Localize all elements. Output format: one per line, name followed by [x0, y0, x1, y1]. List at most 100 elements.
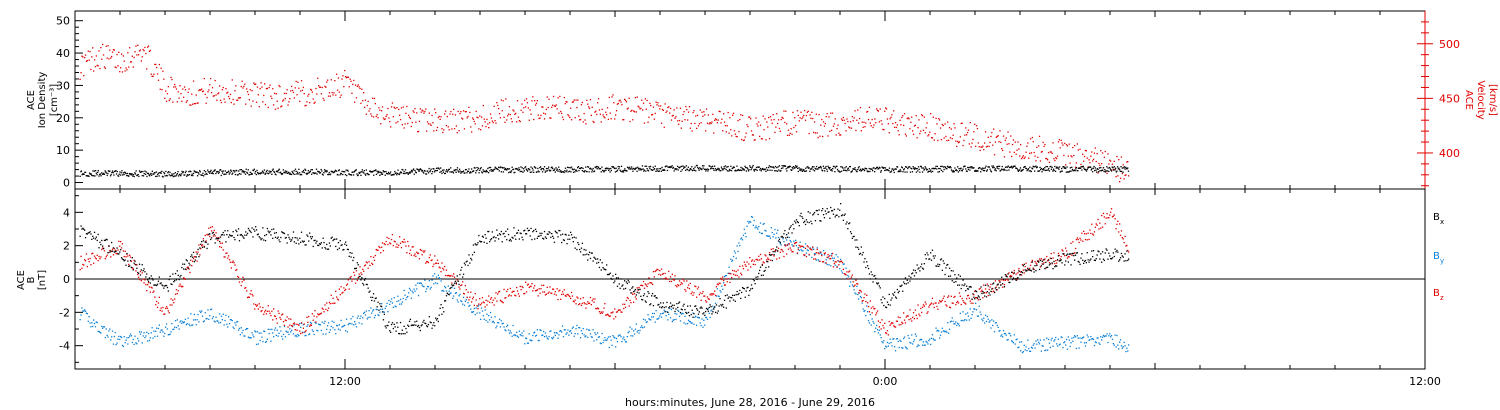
density-point: [1030, 170, 1032, 173]
density-point: [595, 165, 598, 168]
velocity-point: [911, 116, 913, 118]
velocity-point: [128, 66, 130, 68]
bz-point: [411, 246, 413, 248]
velocity-point: [101, 58, 103, 60]
density-point: [893, 171, 895, 174]
density-point: [482, 169, 484, 171]
velocity-point: [1117, 175, 1119, 177]
by-point: [233, 327, 235, 330]
velocity-point: [866, 111, 868, 113]
velocity-point: [223, 98, 225, 100]
bz-point: [442, 267, 444, 269]
velocity-point: [603, 116, 605, 118]
by-point: [104, 336, 106, 339]
bz-point: [606, 313, 609, 315]
by-point: [319, 324, 322, 326]
density-point: [982, 167, 984, 169]
density-point: [356, 173, 358, 175]
velocity-point: [625, 101, 628, 103]
density-point: [462, 171, 464, 173]
velocity-point: [673, 109, 675, 111]
by-point: [228, 323, 231, 325]
by-point: [369, 316, 371, 318]
bz-point: [203, 245, 205, 247]
by-point: [370, 307, 372, 309]
density-point: [217, 170, 219, 173]
by-point: [986, 315, 988, 318]
density-point: [394, 172, 396, 175]
density-point: [686, 168, 688, 170]
by-point: [578, 327, 580, 329]
bz-point: [461, 284, 463, 286]
density-point: [597, 166, 599, 168]
velocity-point: [651, 113, 654, 116]
by-point: [849, 285, 851, 287]
density-point: [504, 167, 507, 170]
bz-point: [432, 265, 434, 268]
by-point: [449, 292, 451, 295]
density-point: [616, 170, 618, 172]
bz-point: [153, 290, 155, 292]
velocity-point: [1020, 144, 1022, 146]
density-point: [97, 171, 99, 174]
by-point: [658, 317, 660, 319]
velocity-point: [480, 129, 482, 131]
density-point: [704, 168, 706, 170]
by-point: [935, 327, 937, 329]
velocity-point: [401, 124, 403, 126]
density-point: [82, 173, 84, 175]
by-point: [429, 288, 431, 290]
by-point: [998, 330, 1000, 332]
density-point: [764, 168, 766, 170]
velocity-point: [954, 127, 956, 129]
density-point: [1013, 165, 1015, 167]
density-point: [865, 168, 868, 170]
velocity-point: [280, 106, 282, 108]
density-point: [353, 171, 355, 173]
bz-point: [656, 268, 658, 270]
density-point: [813, 170, 816, 172]
velocity-point: [489, 122, 491, 124]
density-point: [732, 166, 735, 168]
velocity-point: [108, 58, 110, 60]
velocity-point: [863, 121, 865, 123]
by-point: [530, 339, 532, 342]
by-point: [363, 312, 365, 314]
density-point: [126, 172, 128, 175]
by-point: [116, 342, 118, 344]
bz-point: [627, 297, 629, 300]
by-point: [1076, 335, 1078, 337]
density-point: [933, 168, 935, 170]
by-point: [299, 322, 301, 325]
velocity-point: [183, 96, 185, 98]
velocity-point: [257, 94, 259, 96]
by-point: [959, 312, 961, 314]
by-point: [921, 344, 924, 346]
velocity-point: [352, 83, 354, 85]
density-point: [623, 169, 625, 171]
density-point: [909, 166, 911, 168]
velocity-point: [524, 99, 526, 102]
density-point: [350, 174, 352, 176]
velocity-point: [231, 79, 233, 81]
by-point: [422, 285, 424, 287]
bz-point: [741, 274, 743, 276]
by-point: [1121, 347, 1123, 349]
by-point: [611, 344, 613, 346]
velocity-point: [634, 97, 637, 99]
by-point: [1011, 341, 1014, 343]
velocity-point: [446, 115, 448, 118]
velocity-point: [582, 121, 584, 123]
bz-point: [507, 295, 510, 297]
by-point: [93, 322, 96, 325]
density-point: [1008, 169, 1010, 171]
by-point: [1005, 334, 1007, 336]
by-point: [207, 309, 209, 311]
density-point: [1084, 168, 1086, 171]
density-point: [759, 169, 761, 171]
velocity-point: [1094, 147, 1096, 149]
velocity-point: [414, 108, 416, 110]
density-point: [1127, 167, 1129, 169]
velocity-point: [180, 93, 182, 95]
velocity-point: [615, 114, 617, 116]
